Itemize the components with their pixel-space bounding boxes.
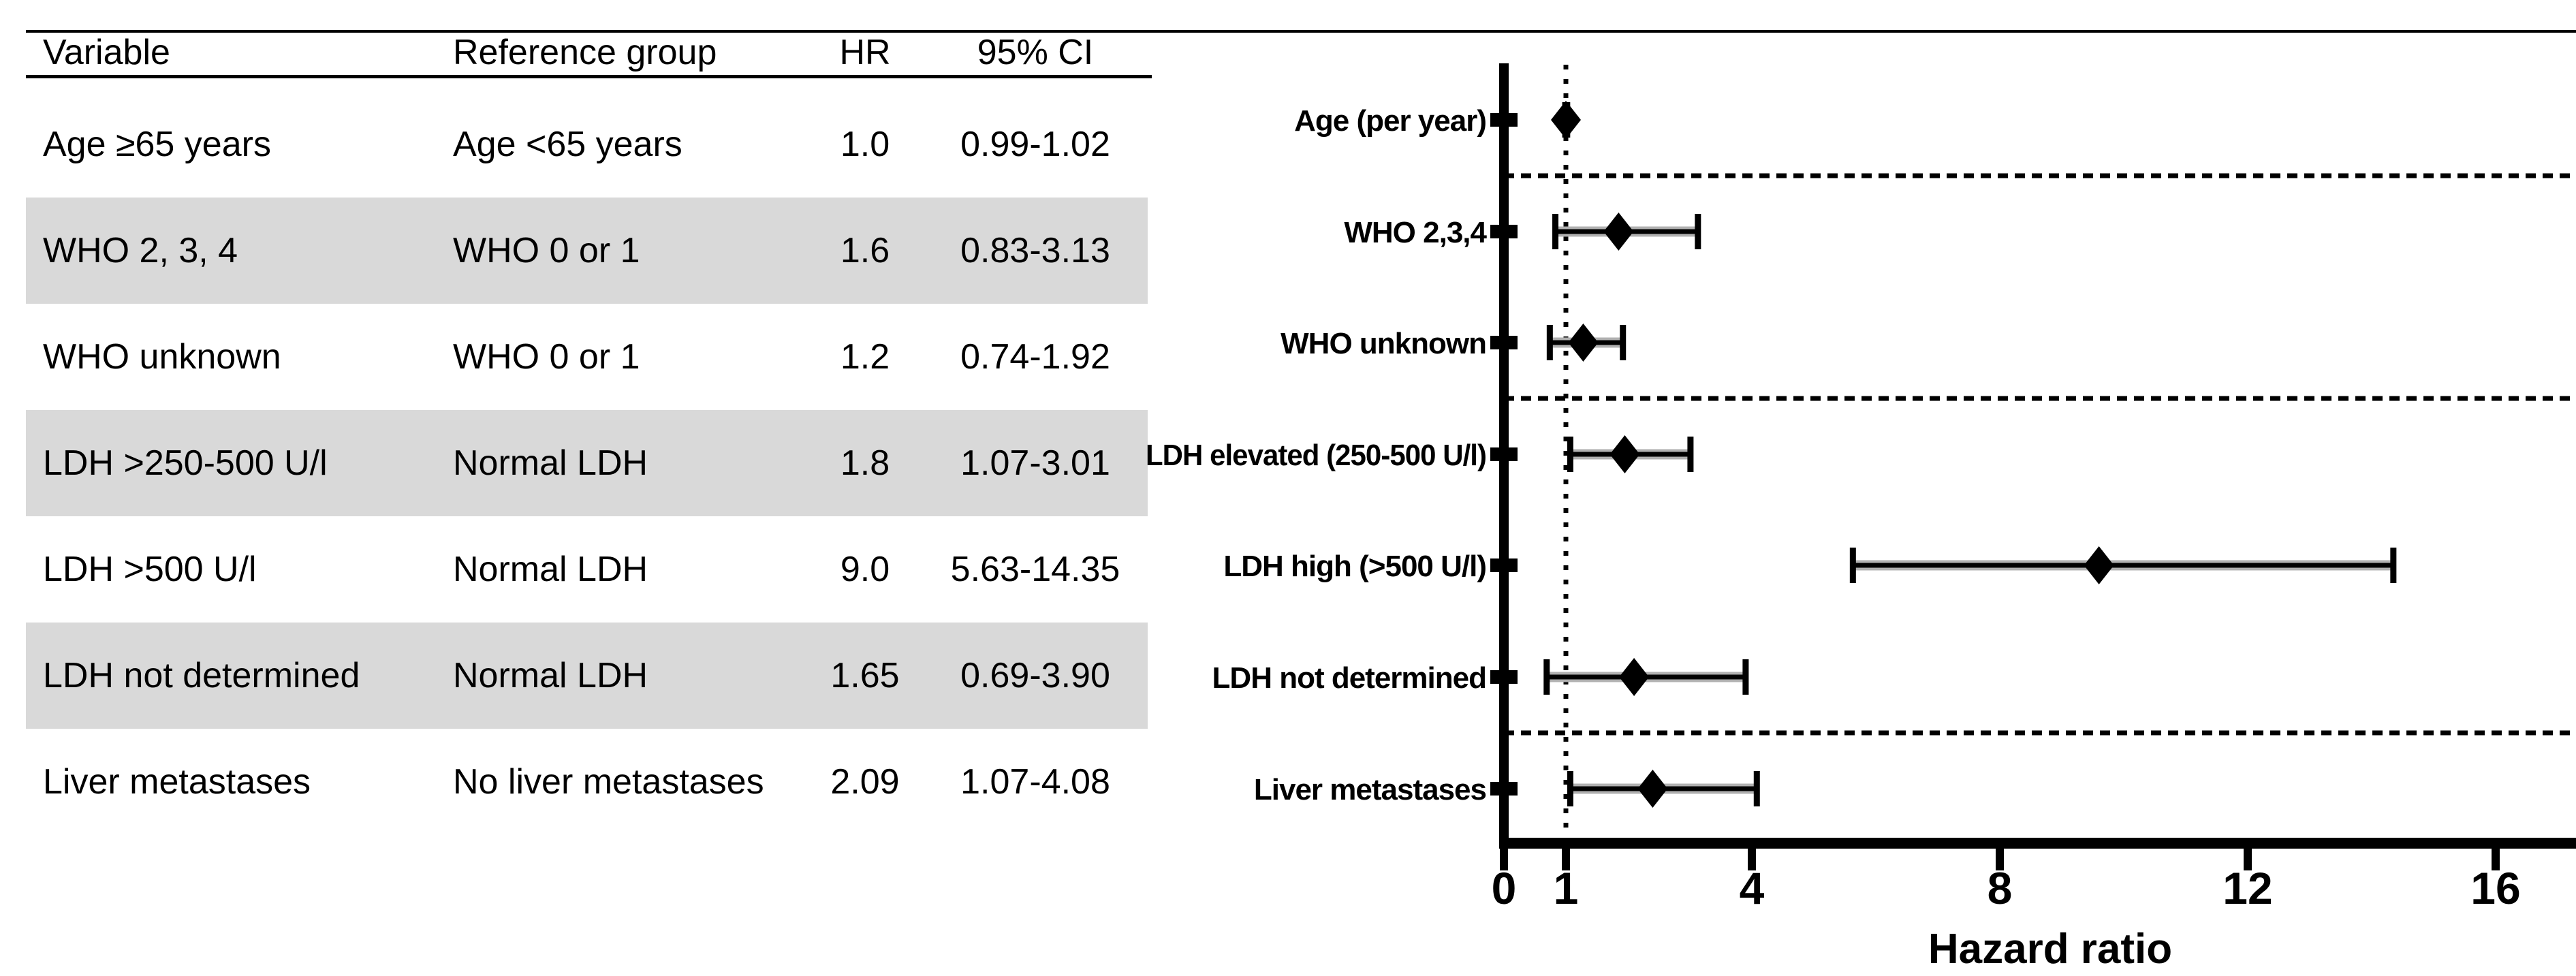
cell-hr: 2.09 <box>830 762 900 802</box>
x-tick-label: 4 <box>1740 863 1765 913</box>
table-row: LDH >250-500 U/l Normal LDH 1.8 1.07-3.01 <box>26 410 1148 516</box>
table-row: Liver metastases No liver metastases 2.09 1… <box>26 729 1148 835</box>
hr-diamond-marker <box>1609 435 1640 473</box>
cell-ci: 0.69-3.90 <box>960 656 1110 695</box>
cell-variable: LDH >500 U/l <box>43 550 257 589</box>
category-axis-tick <box>1490 336 1518 349</box>
cell-reference-group: Age <65 years <box>453 125 682 164</box>
table-row: LDH not determined Normal LDH 1.65 0.69-3.9… <box>26 623 1148 729</box>
col-header-hr: HR <box>839 33 891 72</box>
cell-hr: 1.6 <box>840 231 890 270</box>
hr-diamond-marker <box>1568 324 1599 362</box>
category-axis-tick <box>1490 225 1518 238</box>
x-tick-label: 1 <box>1554 863 1579 913</box>
col-header-reference: Reference group <box>453 33 717 72</box>
cell-ci: 0.74-1.92 <box>960 337 1110 377</box>
cell-reference-group: WHO 0 or 1 <box>453 231 640 270</box>
cell-variable: Liver metastases <box>43 762 311 802</box>
cell-reference-group: No liver metastases <box>453 762 764 802</box>
cell-variable: LDH >250-500 U/l <box>43 443 328 483</box>
hr-diamond-marker <box>2084 546 2114 584</box>
cell-ci: 1.07-3.01 <box>960 443 1110 483</box>
forest-row-label: Age (per year) <box>1294 104 1486 138</box>
hr-diamond-marker <box>1637 770 1668 808</box>
x-tick-label: 16 <box>2470 863 2520 913</box>
forest-row-label: LDH high (>500 U/l) <box>1223 550 1486 583</box>
category-axis-tick <box>1490 447 1518 461</box>
forest-row-label: WHO unknown <box>1281 327 1486 360</box>
cell-reference-group: Normal LDH <box>453 443 648 483</box>
cell-reference-group: WHO 0 or 1 <box>453 337 640 377</box>
category-axis-tick <box>1490 113 1518 127</box>
x-tick-label: 12 <box>2222 863 2272 913</box>
category-axis-tick <box>1490 670 1518 684</box>
hr-diamond-marker <box>1603 212 1634 251</box>
cell-variable: LDH not determined <box>43 656 360 695</box>
cell-ci: 5.63-14.35 <box>950 550 1120 589</box>
col-header-variable: Variable <box>43 33 170 72</box>
table-row: LDH >500 U/l Normal LDH 9.0 5.63-14.35 <box>26 516 1148 623</box>
hr-diamond-marker <box>1551 101 1581 139</box>
table-header-rule <box>26 75 1152 78</box>
cell-ci: 0.83-3.13 <box>960 231 1110 270</box>
forest-plot: 0 1 4 8 12 16 Hazard ratio Age (per year) WHO 2,… <box>1146 63 2576 973</box>
x-tick-label: 8 <box>1988 863 2013 913</box>
table-row: WHO unknown WHO 0 or 1 1.2 0.74-1.92 <box>26 304 1148 410</box>
forest-row-label: WHO 2,3,4 <box>1344 216 1487 249</box>
hr-diamond-marker <box>1619 658 1650 696</box>
cell-reference-group: Normal LDH <box>453 550 648 589</box>
cell-hr: 1.2 <box>840 337 890 377</box>
cell-ci: 0.99-1.02 <box>960 125 1110 164</box>
cell-hr: 9.0 <box>840 550 890 589</box>
col-header-ci: 95% CI <box>977 33 1094 72</box>
table-row: WHO 2, 3, 4 WHO 0 or 1 1.6 0.83-3.13 <box>26 198 1148 304</box>
forest-row-label: LDH elevated (250-500 U/l) <box>1146 439 1486 472</box>
cell-variable: Age ≥65 years <box>43 125 271 164</box>
forest-row-label: LDH not determined <box>1212 661 1486 695</box>
cell-hr: 1.0 <box>840 125 890 164</box>
cell-ci: 1.07-4.08 <box>960 762 1110 802</box>
x-axis-title: Hazard ratio <box>1928 926 2172 973</box>
category-axis-tick <box>1490 782 1518 796</box>
cell-reference-group: Normal LDH <box>453 656 648 695</box>
category-axis-tick <box>1490 558 1518 572</box>
cell-variable: WHO 2, 3, 4 <box>43 231 238 270</box>
cell-hr: 1.65 <box>830 656 900 695</box>
table-row: Age ≥65 years Age <65 years 1.0 0.99-1.02 <box>26 91 1148 198</box>
cell-hr: 1.8 <box>840 443 890 483</box>
table-top-rule <box>26 30 2576 33</box>
cell-variable: WHO unknown <box>43 337 281 377</box>
x-tick-label: 0 <box>1492 863 1517 913</box>
forest-row-label: Liver metastases <box>1254 773 1486 806</box>
